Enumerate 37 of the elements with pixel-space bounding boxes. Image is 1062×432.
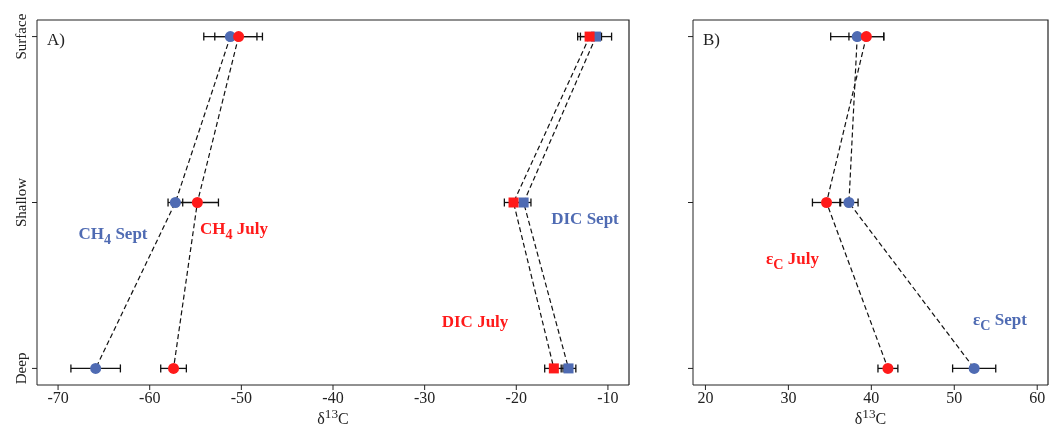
point [968,362,980,374]
annotation: A) [47,30,65,50]
x-tick-label: -40 [322,389,344,407]
x-tick-label: -10 [597,389,619,407]
x-tick-label: 20 [697,389,714,407]
point [860,31,872,43]
point [843,197,855,208]
x-tick-label: 50 [946,389,963,407]
point [851,31,863,43]
x-tick-label: 30 [780,389,797,407]
point [168,362,180,374]
x-tick-label: -50 [230,389,253,407]
series-label: ε$_{C}$ Sept [972,310,1027,334]
x-tick-label: 40 [863,389,880,407]
point [584,31,595,42]
x-tick-label: 60 [1029,389,1046,407]
series-label: DIC Sept [551,209,619,230]
x-axis-title: δ$^{13}$C [317,406,349,429]
series-label: ε$_{C}$ July [766,248,819,273]
y-tick-label: Shallow [13,177,29,228]
x-axis-title: δ$^{13}$C [854,406,887,429]
point [508,197,519,208]
y-tick-label: Surface [13,13,29,60]
series-label: DIC July [441,311,509,332]
x-tick-label: -30 [413,389,436,407]
x-tick-label: -20 [505,389,527,407]
y-tick-label: Deep [13,352,29,385]
x-tick-label: -70 [47,389,69,407]
point [821,197,833,208]
series-label: CH$_{4}$ July [200,219,269,243]
point [882,362,894,374]
series-label: CH$_{4}$ Sept [78,223,148,248]
x-tick-label: -60 [139,389,161,407]
annotation: B) [703,30,720,50]
point [233,31,245,43]
point [191,197,203,208]
point [90,362,102,374]
